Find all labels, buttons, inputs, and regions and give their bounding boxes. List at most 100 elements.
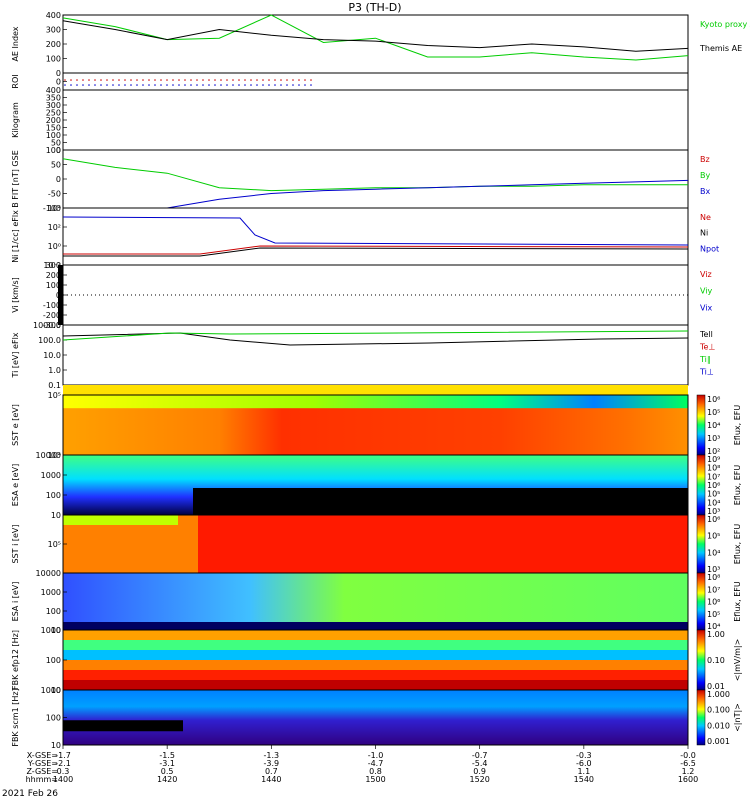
y-tick-label: 1000 bbox=[41, 588, 61, 597]
y-tick-label: 10⁵ bbox=[48, 391, 61, 400]
roi-marker bbox=[160, 79, 162, 81]
colorbar-tick-label: 1.00 bbox=[707, 630, 725, 639]
legend-entry: Bx bbox=[700, 187, 710, 196]
panel-11: 0.01 0.10 1.00 <|mV/m|> FBK efp12 [Hz] 10 100 1… bbox=[11, 626, 742, 695]
panel-5: Vi [km/s]-300-200-1000100200300VizViyVix bbox=[11, 261, 713, 330]
colorbar-tick-label: 10⁵ bbox=[707, 610, 720, 619]
legend-entry: Te⊥ bbox=[699, 343, 715, 352]
y-tick-label: 50 bbox=[51, 161, 61, 170]
panel-ylabel: Ti [eV] eFlx bbox=[11, 332, 20, 378]
panel-ylabel: SST e [eV] bbox=[11, 404, 20, 446]
roi-marker bbox=[142, 79, 144, 81]
roi-marker bbox=[82, 84, 84, 86]
time-axis-row-label: Z-GSE= bbox=[26, 767, 58, 776]
roi-marker bbox=[88, 84, 90, 86]
y-tick-label: 200 bbox=[46, 116, 61, 125]
x-tick-ygse: -4.7 bbox=[368, 759, 384, 768]
roi-marker bbox=[208, 79, 210, 81]
roi-marker bbox=[136, 84, 138, 86]
fbk-e-band bbox=[63, 640, 688, 651]
y-tick-label: 10 bbox=[51, 741, 61, 750]
colorbar-tick-label: 10⁷ bbox=[707, 472, 720, 481]
roi-marker bbox=[256, 84, 258, 86]
roi-marker bbox=[208, 84, 210, 86]
fbk-e-band bbox=[63, 680, 688, 691]
roi-marker bbox=[154, 84, 156, 86]
y-tick-label: 1000.0 bbox=[33, 321, 61, 330]
roi-marker bbox=[214, 79, 216, 81]
panel-frame bbox=[62, 149, 689, 209]
roi-marker bbox=[190, 79, 192, 81]
x-tick-time: 1420 bbox=[157, 775, 177, 784]
roi-marker bbox=[118, 79, 120, 81]
x-tick-ygse: -3.9 bbox=[264, 759, 280, 768]
roi-marker bbox=[298, 79, 300, 81]
y-tick-label: 300 bbox=[46, 101, 61, 110]
panel-ylabel: B FIT [nT] GSE bbox=[11, 150, 20, 208]
ni-trace bbox=[63, 247, 689, 257]
y-tick-label: 300 bbox=[46, 261, 61, 270]
time-axis-row-label: hhmm= bbox=[26, 775, 58, 784]
panel-ylabel: ESA i [eV] bbox=[11, 582, 20, 622]
time-axis-row-label: Y-GSE= bbox=[27, 759, 58, 768]
roi-marker bbox=[244, 79, 246, 81]
roi-marker bbox=[292, 79, 294, 81]
roi-marker bbox=[238, 79, 240, 81]
roi-marker bbox=[130, 84, 132, 86]
roi-marker bbox=[100, 84, 102, 86]
y-tick-label: 10⁰ bbox=[48, 242, 61, 251]
roi-marker bbox=[154, 79, 156, 81]
y-tick-label: 0.1 bbox=[48, 381, 61, 390]
colorbar bbox=[696, 454, 706, 516]
colorbar-tick-label: 10⁶ bbox=[707, 515, 720, 524]
colorbar-tick-label: 10⁶ bbox=[707, 598, 720, 607]
roi-marker bbox=[214, 84, 216, 86]
roi-marker bbox=[280, 84, 282, 86]
y-tick-label: 100 bbox=[46, 607, 61, 616]
date-label: 2021 Feb 26 bbox=[2, 789, 58, 799]
y-tick-label: 0 bbox=[56, 69, 61, 78]
sst-e-saturation-band bbox=[63, 385, 688, 395]
roi-marker bbox=[304, 79, 306, 81]
roi-marker bbox=[94, 79, 96, 81]
fbk-scm-dark-band bbox=[63, 720, 183, 732]
x-tick-zgse: 1.1 bbox=[577, 767, 590, 776]
x-tick-ygse: -5.4 bbox=[472, 759, 488, 768]
roi-marker bbox=[178, 84, 180, 86]
roi-marker bbox=[112, 84, 114, 86]
colorbar-tick-label: 10⁸ bbox=[707, 573, 720, 582]
y-tick-label: 100 bbox=[46, 281, 61, 290]
y-tick-label: 400 bbox=[46, 86, 61, 95]
y-tick-label: 0 bbox=[56, 78, 61, 87]
ne-trace bbox=[63, 245, 689, 255]
panel-frame bbox=[62, 72, 689, 91]
y-tick-label: 400 bbox=[46, 11, 61, 20]
roi-marker bbox=[76, 84, 78, 86]
x-tick-xgse: -0.0 bbox=[680, 751, 696, 760]
roi-marker bbox=[166, 79, 168, 81]
roi-marker bbox=[226, 79, 228, 81]
colorbar-tick-label: 10³ bbox=[707, 565, 720, 574]
y-tick-label: 350 bbox=[46, 94, 61, 103]
x-tick-time: 1400 bbox=[53, 775, 73, 784]
colorbar-tick-label: 0.010 bbox=[707, 721, 730, 730]
fbk-scm-spectrum bbox=[63, 690, 688, 745]
roi-marker bbox=[106, 79, 108, 81]
colorbar bbox=[696, 394, 706, 456]
roi-marker bbox=[286, 84, 288, 86]
x-tick-xgse: -1.0 bbox=[368, 751, 384, 760]
x-tick-ygse: -6.5 bbox=[680, 759, 696, 768]
roi-marker bbox=[268, 84, 270, 86]
x-tick-xgse: -1.7 bbox=[55, 751, 71, 760]
panel-frame bbox=[62, 89, 689, 151]
colorbar-tick-label: 10⁴ bbox=[707, 498, 720, 507]
x-tick-ygse: -2.1 bbox=[55, 759, 71, 768]
roi-marker bbox=[64, 84, 66, 86]
roi-marker bbox=[250, 79, 252, 81]
roi-marker bbox=[244, 84, 246, 86]
colorbar-tick-label: 0.10 bbox=[707, 656, 725, 665]
